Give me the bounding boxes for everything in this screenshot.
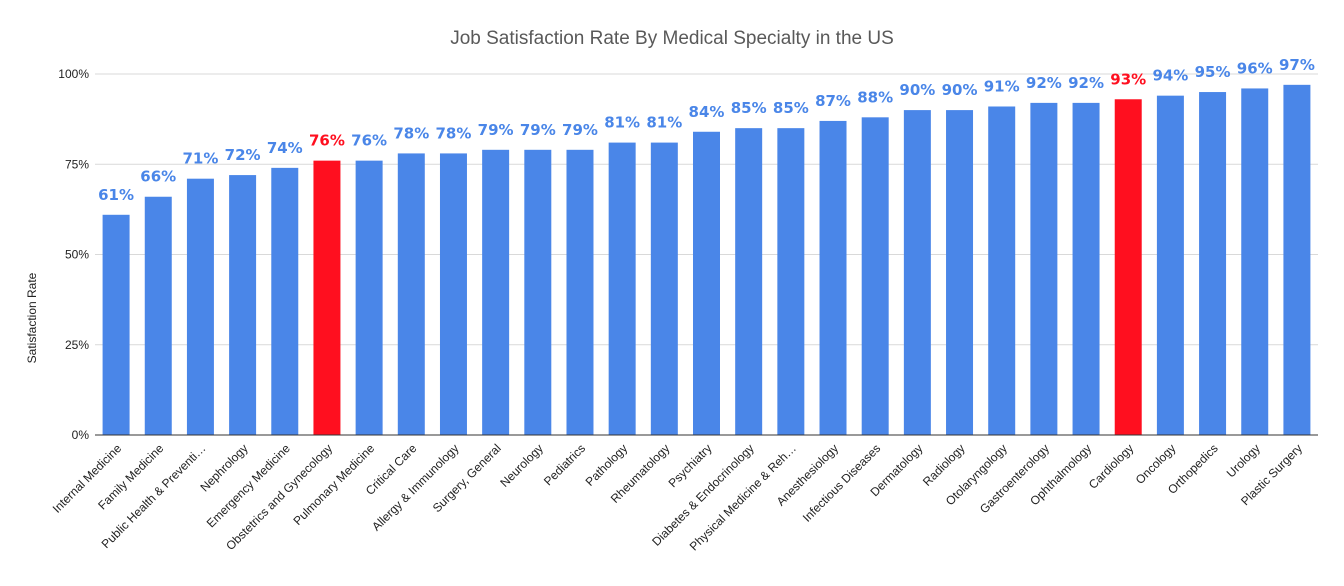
bar-anesthesiology bbox=[819, 120, 847, 436]
data-label: 74% bbox=[267, 139, 303, 157]
bar-rheumatology bbox=[650, 142, 678, 435]
bar-orthopedics bbox=[1199, 92, 1227, 436]
bar-obstetrics-and-gynecology bbox=[313, 160, 341, 435]
data-label: 72% bbox=[225, 146, 261, 164]
data-label: 88% bbox=[857, 88, 893, 106]
y-tick-label: 75% bbox=[65, 157, 89, 171]
data-label: 85% bbox=[731, 99, 767, 117]
y-axis-label: Satisfaction Rate bbox=[25, 272, 39, 363]
bar-infectious-diseases bbox=[861, 117, 889, 435]
data-label: 79% bbox=[562, 121, 598, 139]
x-tick-label: Pulmonary Medicine bbox=[290, 441, 377, 528]
x-tick-label: Cardiology bbox=[1086, 441, 1136, 491]
bar-internal-medicine bbox=[102, 214, 130, 435]
x-tick-label: Pediatrics bbox=[541, 441, 588, 488]
data-label: 79% bbox=[520, 121, 556, 139]
y-tick-label: 25% bbox=[65, 338, 89, 352]
y-tick-label: 0% bbox=[72, 428, 90, 442]
data-label: 71% bbox=[182, 150, 218, 168]
data-label: 92% bbox=[1068, 74, 1104, 92]
data-label: 95% bbox=[1195, 63, 1231, 81]
bar-critical-care bbox=[397, 153, 425, 436]
bar-psychiatry bbox=[693, 131, 720, 435]
data-label: 97% bbox=[1279, 56, 1315, 74]
bar-radiology bbox=[946, 110, 974, 435]
data-label: 90% bbox=[899, 81, 935, 99]
data-label: 91% bbox=[984, 77, 1020, 95]
data-label: 78% bbox=[436, 124, 472, 142]
bar-oncology bbox=[1156, 95, 1184, 435]
x-tick-label: Internal Medicine bbox=[50, 441, 125, 516]
bar-urology bbox=[1241, 88, 1269, 435]
chart-title: Job Satisfaction Rate By Medical Special… bbox=[450, 28, 894, 49]
data-label: 81% bbox=[646, 114, 682, 132]
bar-pediatrics bbox=[566, 149, 594, 435]
bar-neurology bbox=[524, 149, 552, 435]
data-label: 66% bbox=[140, 168, 176, 186]
bar-allergy-immunology bbox=[439, 153, 467, 436]
bar-otolaryngology bbox=[988, 106, 1016, 436]
data-labels: 61% 66% 71% 72% 74% 76% 76% 78% 78% 79% 79% 79% 81% 8… bbox=[98, 56, 1315, 204]
bar-public-health-preventi bbox=[186, 178, 214, 435]
x-tick-label: Urology bbox=[1224, 441, 1263, 480]
x-tick-label: Neurology bbox=[497, 441, 546, 490]
bar-gastroenterology bbox=[1030, 102, 1058, 435]
bar-pulmonary-medicine bbox=[355, 160, 383, 435]
bar-plastic-surgery bbox=[1283, 84, 1311, 435]
data-label: 78% bbox=[393, 124, 429, 142]
bar-cardiology bbox=[1114, 99, 1142, 436]
y-axis-ticks: 0% 25% 50% 75% 100% bbox=[58, 67, 89, 442]
data-label: 84% bbox=[689, 103, 725, 121]
bar-ophthalmology bbox=[1072, 102, 1100, 435]
bar-dermatology bbox=[903, 110, 931, 435]
bar-nephrology bbox=[229, 175, 257, 435]
data-label: 96% bbox=[1237, 59, 1273, 77]
bar-physical-medicine-reh bbox=[777, 128, 805, 435]
data-label: 76% bbox=[351, 132, 387, 150]
bars bbox=[102, 84, 1311, 436]
data-label: 92% bbox=[1026, 74, 1062, 92]
data-label: 79% bbox=[478, 121, 514, 139]
data-label: 76% bbox=[309, 132, 345, 150]
data-label: 90% bbox=[942, 81, 978, 99]
data-label: 87% bbox=[815, 92, 851, 110]
bar-pathology bbox=[608, 142, 636, 435]
data-label: 94% bbox=[1152, 67, 1188, 85]
bar-diabetes-endocrinology bbox=[735, 128, 763, 435]
y-tick-label: 100% bbox=[58, 67, 89, 81]
bar-surgery-general bbox=[482, 149, 510, 435]
data-label: 93% bbox=[1110, 70, 1146, 88]
y-tick-label: 50% bbox=[65, 248, 89, 262]
bar-emergency-medicine bbox=[271, 167, 299, 436]
data-label: 85% bbox=[773, 99, 809, 117]
bar-family-medicine bbox=[144, 196, 172, 435]
data-label: 81% bbox=[604, 114, 640, 132]
x-tick-label: Infectious Diseases bbox=[800, 441, 883, 524]
data-label: 61% bbox=[98, 186, 134, 204]
